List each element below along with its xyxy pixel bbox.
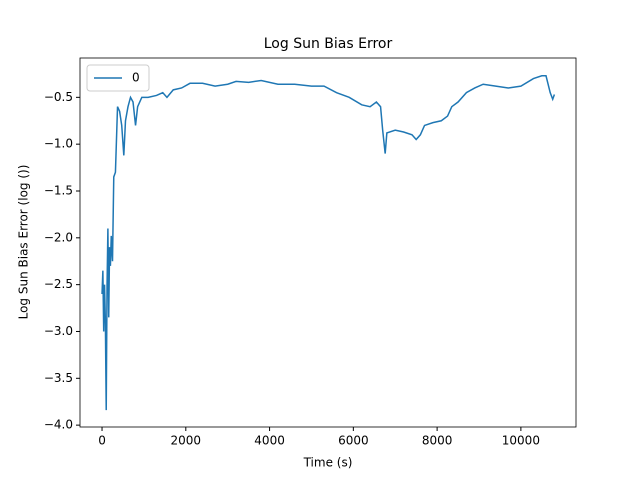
y-tick-label: −2.0 [44,230,73,244]
y-tick-label: −2.5 [44,277,73,291]
x-tick-label: 4000 [254,434,285,448]
legend-label: 0 [132,71,140,85]
series-line [101,75,556,411]
y-tick-label: −1.5 [44,183,73,197]
plot-frame [79,57,577,428]
y-tick-label: −0.5 [44,90,73,104]
y-tick-label: −4.0 [44,418,73,432]
x-tick-label: 6000 [338,434,369,448]
x-axis-label: Time (s) [303,456,353,470]
x-tick-label: 0 [98,434,106,448]
y-tick-label: −1.0 [44,137,73,151]
x-tick-label: 8000 [422,434,453,448]
x-tick-label: 10000 [502,434,540,448]
x-tick-label: 2000 [171,434,202,448]
y-tick-label: −3.5 [44,371,73,385]
y-tick-label: −3.0 [44,324,73,338]
chart-title: Log Sun Bias Error [264,36,393,52]
y-axis-label: Log Sun Bias Error (log ()) [17,165,31,320]
